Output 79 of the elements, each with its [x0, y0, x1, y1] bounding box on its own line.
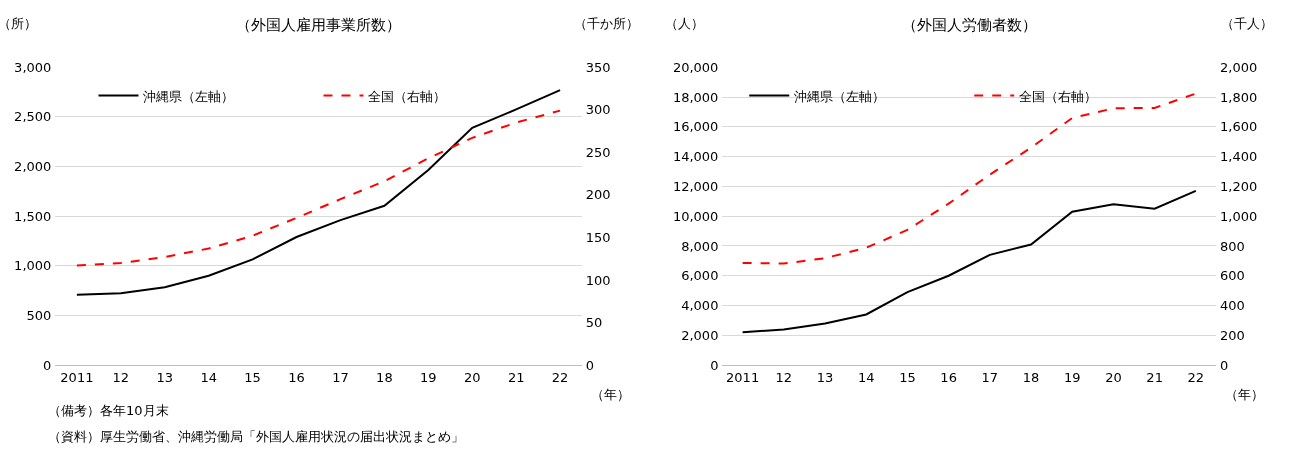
y2-tick-label: 0 — [1220, 357, 1229, 373]
y-tick-label: 12,000 — [672, 178, 719, 194]
line-series — [75, 109, 562, 267]
y2-tick-label: 1,000 — [1220, 208, 1258, 224]
y2-tick-label: 150 — [585, 230, 611, 245]
x-tick-label: 2011 — [726, 369, 760, 385]
x-tick-label: 19 — [420, 369, 437, 385]
legend-label: 沖縄県（左軸） — [143, 88, 235, 104]
text: （資料）厚生労働省、沖縄労働局「外国人雇用状況の届出状況まとめ」 — [48, 429, 464, 444]
y-tick-label: 0 — [710, 357, 719, 373]
chart-title: （外国人労働者数） — [902, 16, 1037, 34]
y-tick-label: 18,000 — [672, 89, 719, 105]
x-tick-label: 17 — [332, 369, 349, 385]
y2-tick-label: 2,000 — [1220, 59, 1258, 75]
x-axis-title: （年） — [1225, 387, 1264, 402]
x-tick-label: 2011 — [60, 369, 94, 385]
y-tick-label: 6,000 — [681, 268, 719, 284]
y-tick-label: 1,000 — [14, 258, 52, 274]
text: （備考）各年10月末 — [48, 403, 169, 418]
y2-tick-label: 50 — [585, 315, 603, 331]
x-tick-label: 18 — [1022, 369, 1040, 385]
legend-label: 全国（右軸） — [368, 88, 447, 104]
y-tick-label: 1,500 — [14, 208, 52, 224]
x-tick-label: 15 — [899, 369, 916, 385]
x-tick-label: 17 — [981, 369, 999, 385]
y-tick-label: 500 — [26, 308, 52, 324]
x-tick-label: 13 — [156, 369, 174, 385]
y2-axis-title: （千か所） — [574, 16, 639, 31]
x-tick-label: 14 — [857, 369, 875, 385]
y2-axis-title: （千人） — [1221, 16, 1273, 31]
y2-tick-label: 1,200 — [1220, 178, 1258, 194]
y2-tick-label: 400 — [1220, 298, 1245, 314]
y-tick-label: 8,000 — [681, 238, 719, 254]
x-tick-label: 16 — [940, 369, 957, 385]
y2-tick-label: 200 — [585, 187, 611, 203]
legend-label: 全国（右軸） — [1019, 88, 1098, 104]
y-axis-title: （所） — [0, 16, 37, 31]
y-axis-title: （人） — [665, 16, 704, 31]
y2-tick-label: 1,600 — [1220, 119, 1258, 135]
x-tick-label: 21 — [507, 369, 525, 385]
chart-title: （外国人雇用事業所数） — [236, 16, 401, 34]
y2-tick-label: 0 — [585, 357, 594, 373]
x-axis-title: （年） — [591, 387, 630, 402]
y2-tick-label: 600 — [1220, 268, 1245, 284]
y-tick-label: 16,000 — [672, 119, 719, 135]
y2-tick-label: 250 — [585, 144, 611, 160]
x-tick-label: 20 — [463, 369, 481, 385]
y2-tick-label: 800 — [1220, 238, 1245, 254]
y2-tick-label: 1,400 — [1220, 149, 1258, 165]
y-tick-label: 0 — [43, 357, 52, 373]
x-tick-label: 15 — [244, 369, 261, 385]
y-tick-label: 2,000 — [681, 327, 719, 343]
y2-tick-label: 200 — [1220, 327, 1245, 343]
y-tick-label: 2,500 — [14, 109, 52, 125]
x-tick-label: 13 — [816, 369, 834, 385]
x-tick-label: 14 — [200, 369, 217, 385]
line-series — [75, 89, 562, 296]
y-tick-label: 14,000 — [672, 149, 719, 165]
legend-label: 沖縄県（左軸） — [794, 88, 886, 104]
x-tick-label: 22 — [1187, 369, 1205, 385]
x-tick-label: 16 — [288, 369, 305, 385]
x-tick-label: 19 — [1063, 369, 1081, 385]
x-tick-label: 20 — [1105, 369, 1122, 385]
line-series — [741, 92, 1197, 265]
x-tick-label: 12 — [112, 369, 130, 385]
x-tick-label: 22 — [551, 369, 569, 385]
x-tick-label: 18 — [376, 369, 393, 385]
y2-tick-label: 300 — [585, 102, 611, 118]
y2-tick-label: 1,800 — [1220, 89, 1258, 105]
y-tick-label: 10,000 — [672, 208, 719, 224]
x-tick-label: 12 — [775, 369, 793, 385]
y-tick-label: 3,000 — [14, 59, 52, 75]
y-tick-label: 4,000 — [681, 298, 719, 314]
y-tick-label: 20,000 — [672, 59, 719, 75]
line-series — [741, 189, 1197, 334]
y2-tick-label: 100 — [585, 272, 611, 288]
y-tick-label: 2,000 — [14, 159, 52, 175]
x-tick-label: 21 — [1146, 369, 1163, 385]
y2-tick-label: 350 — [585, 59, 611, 75]
